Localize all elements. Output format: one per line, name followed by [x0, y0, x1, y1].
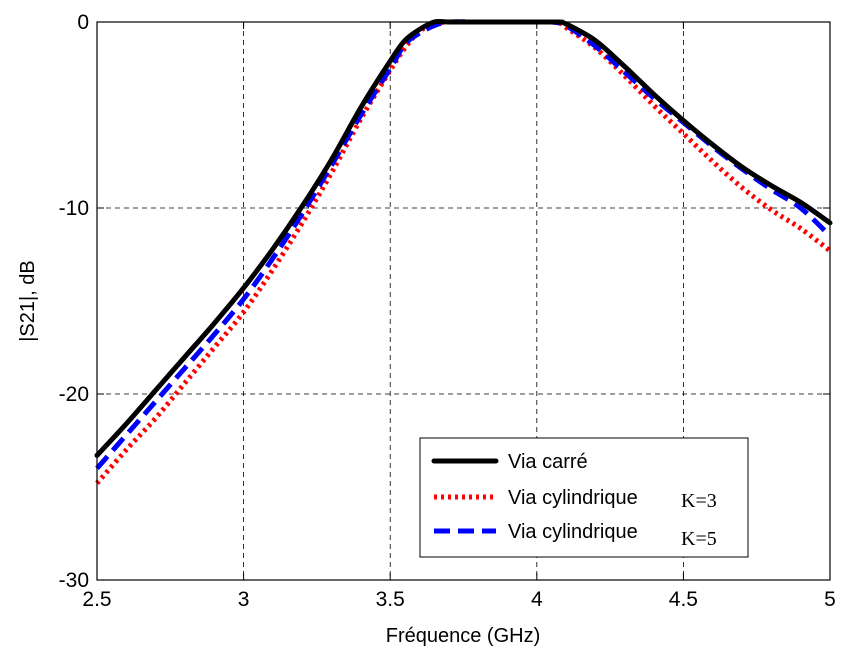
- y-tick-label: -10: [59, 197, 89, 220]
- series-line-0: [94, 18, 833, 458]
- legend-k-value-2: K=5: [681, 528, 717, 550]
- legend-label-0: Via carré: [508, 451, 588, 473]
- x-tick-label: 2.5: [82, 588, 111, 611]
- x-axis-label: Fréquence (GHz): [386, 625, 541, 647]
- plot-area-frame: [96, 21, 831, 581]
- x-tick-label: 3.5: [376, 588, 405, 611]
- x-tick-label: 3: [238, 588, 250, 611]
- x-tick-label: 5: [824, 588, 836, 611]
- series-line-2: [95, 19, 832, 471]
- legend-label-2: Via cylindrique: [508, 521, 638, 543]
- x-tick-label: 4: [531, 588, 543, 611]
- legend: Via carré Via cylindrique K=3 Via cylindriq…: [419, 437, 749, 558]
- y-tick-label: -30: [59, 569, 89, 592]
- x-tick-label: 4.5: [669, 588, 698, 611]
- legend-label-1: Via cylindrique: [508, 487, 638, 509]
- y-tick-label: 0: [77, 11, 89, 34]
- y-axis-label: |S21|, dB: [17, 260, 39, 342]
- y-tick-label: -20: [59, 383, 89, 406]
- plot-lines: [94, 18, 833, 485]
- legend-k-value-1: K=3: [681, 490, 717, 512]
- series-line-1: [95, 19, 832, 485]
- legend-box: [419, 437, 749, 558]
- axis-ticks: 2.5 3 3.5 4 4.5 5 -30 -20 -10 0: [59, 11, 836, 611]
